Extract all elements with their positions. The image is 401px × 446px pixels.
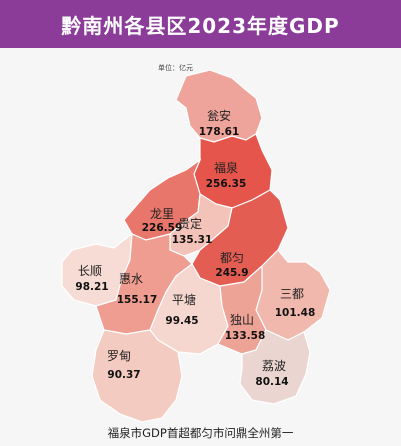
- unit-label: 单位：亿元: [158, 64, 193, 72]
- region-label-wengan: 瓮安: [207, 108, 231, 123]
- region-value-duyun: 245.9: [215, 267, 248, 279]
- region-label-longli: 龙里: [150, 207, 174, 221]
- region-value-libo: 80.14: [255, 376, 288, 388]
- region-label-guiding: 贵定: [178, 216, 202, 231]
- region-label-luodian: 罗甸: [107, 349, 131, 363]
- region-label-huishui: 惠水: [119, 272, 143, 286]
- title-bar: 黔南州各县区2023年度GDP: [0, 0, 401, 48]
- region-value-longli: 226.59: [142, 222, 183, 234]
- region-label-pingtang: 平塘: [172, 292, 196, 307]
- region-luodian[interactable]: [91, 329, 183, 423]
- region-value-fuquan: 256.35: [206, 178, 247, 190]
- region-label-libo: 荔波: [262, 359, 286, 373]
- footer-caption: 福泉市GDP首超都匀市问鼎全州第一: [107, 426, 294, 440]
- region-label-fuquan: 福泉: [214, 160, 238, 175]
- region-value-huishui: 155.17: [117, 294, 158, 306]
- region-value-luodian: 90.37: [107, 369, 140, 381]
- region-value-wengan: 178.61: [199, 126, 240, 138]
- page-title: 黔南州各县区2023年度GDP: [61, 13, 340, 38]
- region-label-duyun: 都匀: [220, 251, 244, 265]
- region-value-guiding: 135.31: [172, 234, 213, 246]
- region-value-pingtang: 99.45: [165, 315, 198, 327]
- region-label-sandu: 三都: [280, 287, 304, 301]
- region-libo[interactable]: [239, 329, 311, 405]
- region-label-changshun: 长顺: [78, 264, 102, 278]
- region-label-dushan: 独山: [230, 313, 254, 327]
- region-value-changshun: 98.21: [75, 281, 108, 293]
- region-value-sandu: 101.48: [275, 307, 316, 319]
- region-value-dushan: 133.58: [225, 330, 266, 342]
